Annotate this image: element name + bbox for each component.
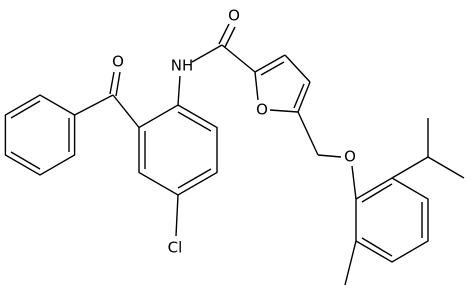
bond [191, 44, 223, 63]
bond [344, 240, 357, 286]
double-bond [177, 168, 212, 189]
bond [254, 71, 259, 101]
atom-label: NH [171, 57, 194, 75]
chloro-ring [138, 104, 218, 196]
double-bond [361, 237, 393, 257]
atom-label: O [112, 53, 124, 71]
bond [284, 54, 311, 83]
double-bond [260, 61, 285, 76]
double-bond [109, 71, 115, 95]
bond [351, 165, 357, 200]
bond [254, 54, 286, 73]
atom-label: O [344, 148, 356, 166]
double-bond [10, 100, 41, 119]
double-bond [10, 151, 41, 170]
bond [112, 94, 140, 128]
bond [427, 156, 465, 179]
atom-labels: O NH O O O Cl [112, 7, 356, 257]
atom-label: O [228, 7, 240, 25]
bond [177, 75, 181, 106]
bond [74, 94, 114, 116]
double-bond [177, 111, 212, 132]
bond [269, 109, 299, 113]
bond [297, 81, 311, 113]
aryl-ring [355, 177, 429, 263]
double-bond [224, 26, 236, 48]
bond [317, 154, 342, 158]
bond [175, 194, 179, 237]
double-bond [293, 83, 305, 109]
bonds [4, 23, 465, 286]
atom-label: O [256, 101, 268, 119]
double-bond [115, 71, 121, 97]
phenyl-ring [4, 94, 76, 176]
double-bond [218, 23, 230, 45]
double-bond [361, 183, 393, 203]
bond [391, 156, 429, 179]
bond [297, 111, 319, 156]
bond [221, 44, 256, 73]
atom-label: Cl [168, 239, 183, 257]
